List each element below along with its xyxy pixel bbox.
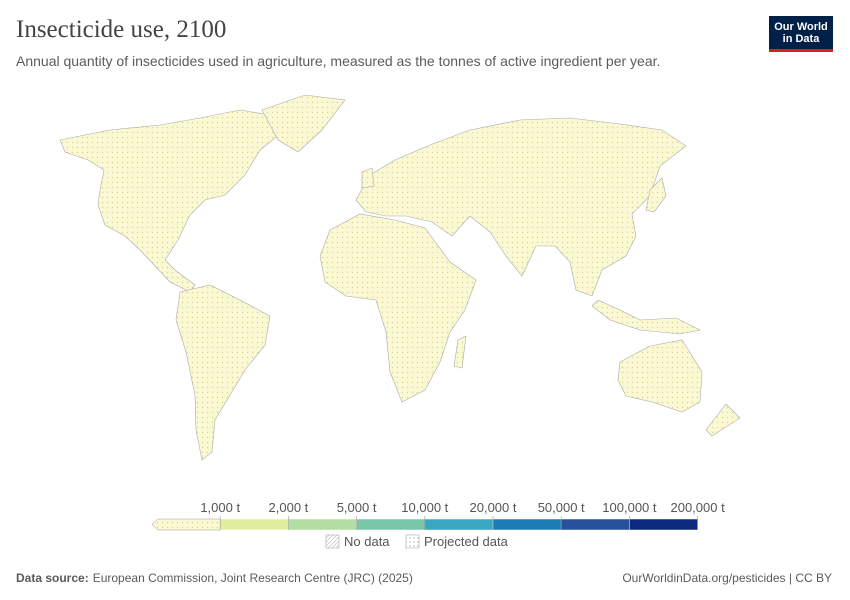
legend-bin [356,518,426,531]
legend-bin [288,518,357,531]
legend-label: 5,000 t [337,500,377,515]
north-america[interactable] [59,109,286,293]
no-data-label: No data [344,534,390,549]
projected-label: Projected data [424,534,509,549]
legend-bin [492,518,562,531]
uk[interactable] [361,167,375,189]
source-label: Data source: [16,571,89,585]
legend-label: 10,000 t [401,500,448,515]
legend-label: 20,000 t [470,500,517,515]
logo[interactable]: Our World in Data [769,16,833,52]
title: Insecticide use, 2100 [16,16,227,43]
legend-label: 100,000 t [602,500,657,515]
eurasia[interactable] [355,117,687,297]
countries [59,94,741,461]
australia[interactable] [617,339,703,413]
source: Data source: European Commission, Joint R… [16,571,413,585]
source-url[interactable]: OurWorldinData.org/pesticides | CC BY [622,571,832,585]
logo-line: Our World [774,21,828,33]
legend-bin [151,518,221,531]
madagascar[interactable] [453,335,467,369]
legend-label: 50,000 t [538,500,585,515]
source-text: European Commission, Joint Research Cent… [93,571,413,585]
south-america[interactable] [175,284,271,461]
japan[interactable] [645,177,667,213]
indonesia[interactable] [591,299,701,335]
projected-swatch [405,534,420,549]
logo-line: in Data [782,33,820,45]
legend-bin [560,518,630,531]
new-zealand[interactable] [705,403,741,437]
legend-bin [424,518,494,531]
africa[interactable] [319,213,477,403]
greenland[interactable] [261,94,346,153]
legend-label: 1,000 t [200,500,240,515]
subtitle: Annual quantity of insecticides used in … [16,53,661,69]
legend-label: 200,000 t [670,500,725,515]
no-data-swatch [325,534,340,549]
legend-label: 2,000 t [269,500,309,515]
legend-bin [629,518,698,531]
legend-bin [219,518,289,531]
